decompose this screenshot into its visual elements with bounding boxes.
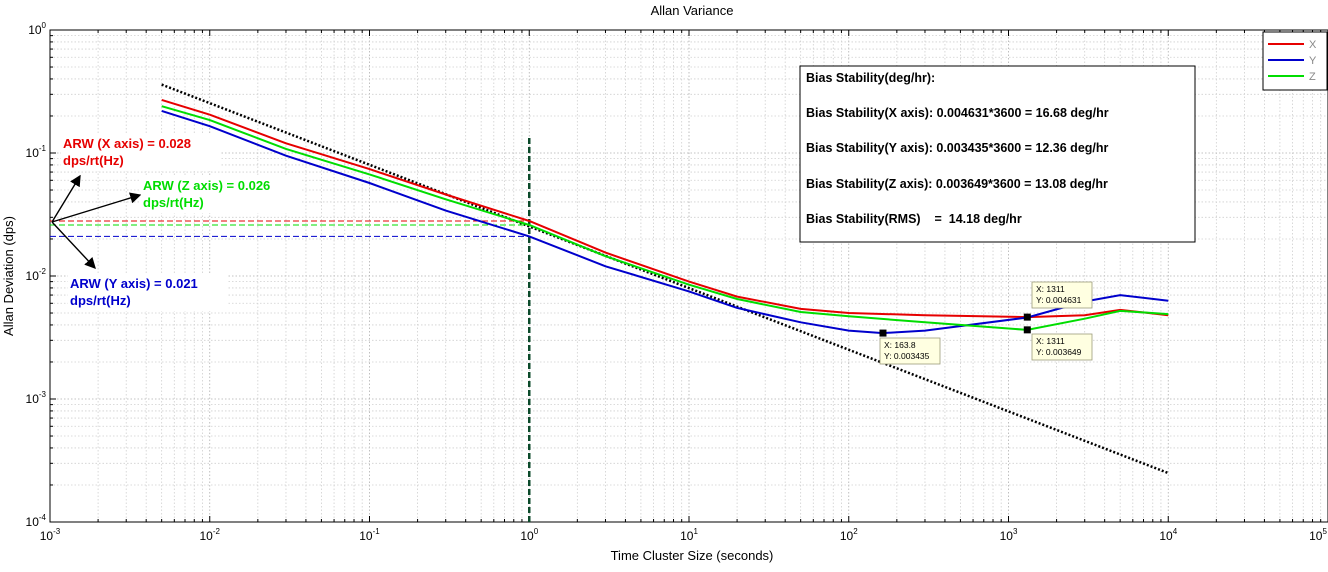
series-line-x xyxy=(161,98,1169,319)
stats-box-line: Bias Stability(Z axis): 0.003649*3600 = … xyxy=(806,177,1108,191)
legend: XYZ xyxy=(1262,31,1328,91)
y-tick-label: 10-2 xyxy=(26,267,47,283)
x-axis-title: Time Cluster Size (seconds) xyxy=(611,548,774,563)
reference-lines xyxy=(50,83,1169,522)
stats-box-line: Bias Stability(X axis): 0.004631*3600 = … xyxy=(806,106,1109,120)
annotation-arrow xyxy=(51,174,81,223)
y-tick-label: 100 xyxy=(28,21,46,37)
stats-box-line: Bias Stability(Y axis): 0.003435*3600 = … xyxy=(806,141,1109,155)
legend-label-z: Z xyxy=(1309,71,1316,83)
datatip-marker xyxy=(1023,313,1031,321)
arw-annotation-line: ARW (X axis) = 0.028 xyxy=(63,136,191,151)
annotation-background xyxy=(141,177,301,213)
arw-annotation-line: dps/rt(Hz) xyxy=(63,153,124,168)
arw-annotation-line: ARW (Y axis) = 0.021 xyxy=(70,276,198,291)
x-tick-label: 10-1 xyxy=(359,527,380,543)
series-line-z xyxy=(161,105,1169,331)
datatip-text: Y: 0.003435 xyxy=(884,351,930,361)
arw-annotation-line: dps/rt(Hz) xyxy=(143,195,204,210)
datatip-text: Y: 0.004631 xyxy=(1036,295,1082,305)
annotation-background xyxy=(68,275,228,311)
x-tick-label: 103 xyxy=(1000,527,1018,543)
annotation-arrows xyxy=(51,174,142,270)
x-tick-label: 105 xyxy=(1309,527,1327,543)
annotation-arrow xyxy=(51,221,96,270)
stats-box-line: Bias Stability(RMS) = 14.18 deg/hr xyxy=(806,212,1022,226)
stats-box-frame xyxy=(799,65,1196,243)
arw-annotations: ARW (X axis) = 0.028 dps/rt(Hz) ARW (Z axi… xyxy=(61,135,301,311)
chart-title: Allan Variance xyxy=(651,3,734,18)
annotation-arrow xyxy=(51,192,142,223)
legend-label-x: X xyxy=(1309,39,1317,51)
arw-annotation-line: ARW (Z axis) = 0.026 xyxy=(143,178,270,193)
x-tick-label: 101 xyxy=(680,527,698,543)
y-tick-label: 10-4 xyxy=(26,513,47,529)
x-tick-label: 100 xyxy=(520,527,538,543)
y-tick-label: 10-1 xyxy=(26,144,47,160)
y-tick-label: 10-3 xyxy=(26,390,47,406)
datatip-text: X: 163.8 xyxy=(884,340,916,350)
datatip-text: X: 1311 xyxy=(1036,336,1065,346)
axis-ticks: 10-3 10-2 10-1 100 101 102 103 104 10510-410-310… xyxy=(26,21,1328,543)
series-line-y xyxy=(161,109,1169,335)
legend-label-y: Y xyxy=(1309,55,1317,67)
series-lines xyxy=(161,98,1169,335)
datatip-marker xyxy=(1023,326,1031,334)
annotation-background xyxy=(61,135,221,171)
y-axis-title: Allan Deviation (dps) xyxy=(1,216,16,336)
arw-annotation-line: dps/rt(Hz) xyxy=(70,293,131,308)
x-tick-label: 10-2 xyxy=(200,527,221,543)
x-tick-label: 102 xyxy=(840,527,858,543)
x-tick-label: 104 xyxy=(1159,527,1177,543)
bias-stability-box: Bias Stability(deg/hr): Bias Stability(X … xyxy=(799,65,1196,243)
datatip-box xyxy=(879,337,941,365)
x-tick-label: 10-3 xyxy=(40,527,61,543)
stats-box-line: Bias Stability(deg/hr): xyxy=(806,71,935,85)
datatip-box xyxy=(1031,333,1093,361)
datatip-marker xyxy=(879,329,887,337)
datatip-box xyxy=(1031,281,1093,309)
datatip-text: Y: 0.003649 xyxy=(1036,347,1082,357)
datatip-text: X: 1311 xyxy=(1036,284,1065,294)
